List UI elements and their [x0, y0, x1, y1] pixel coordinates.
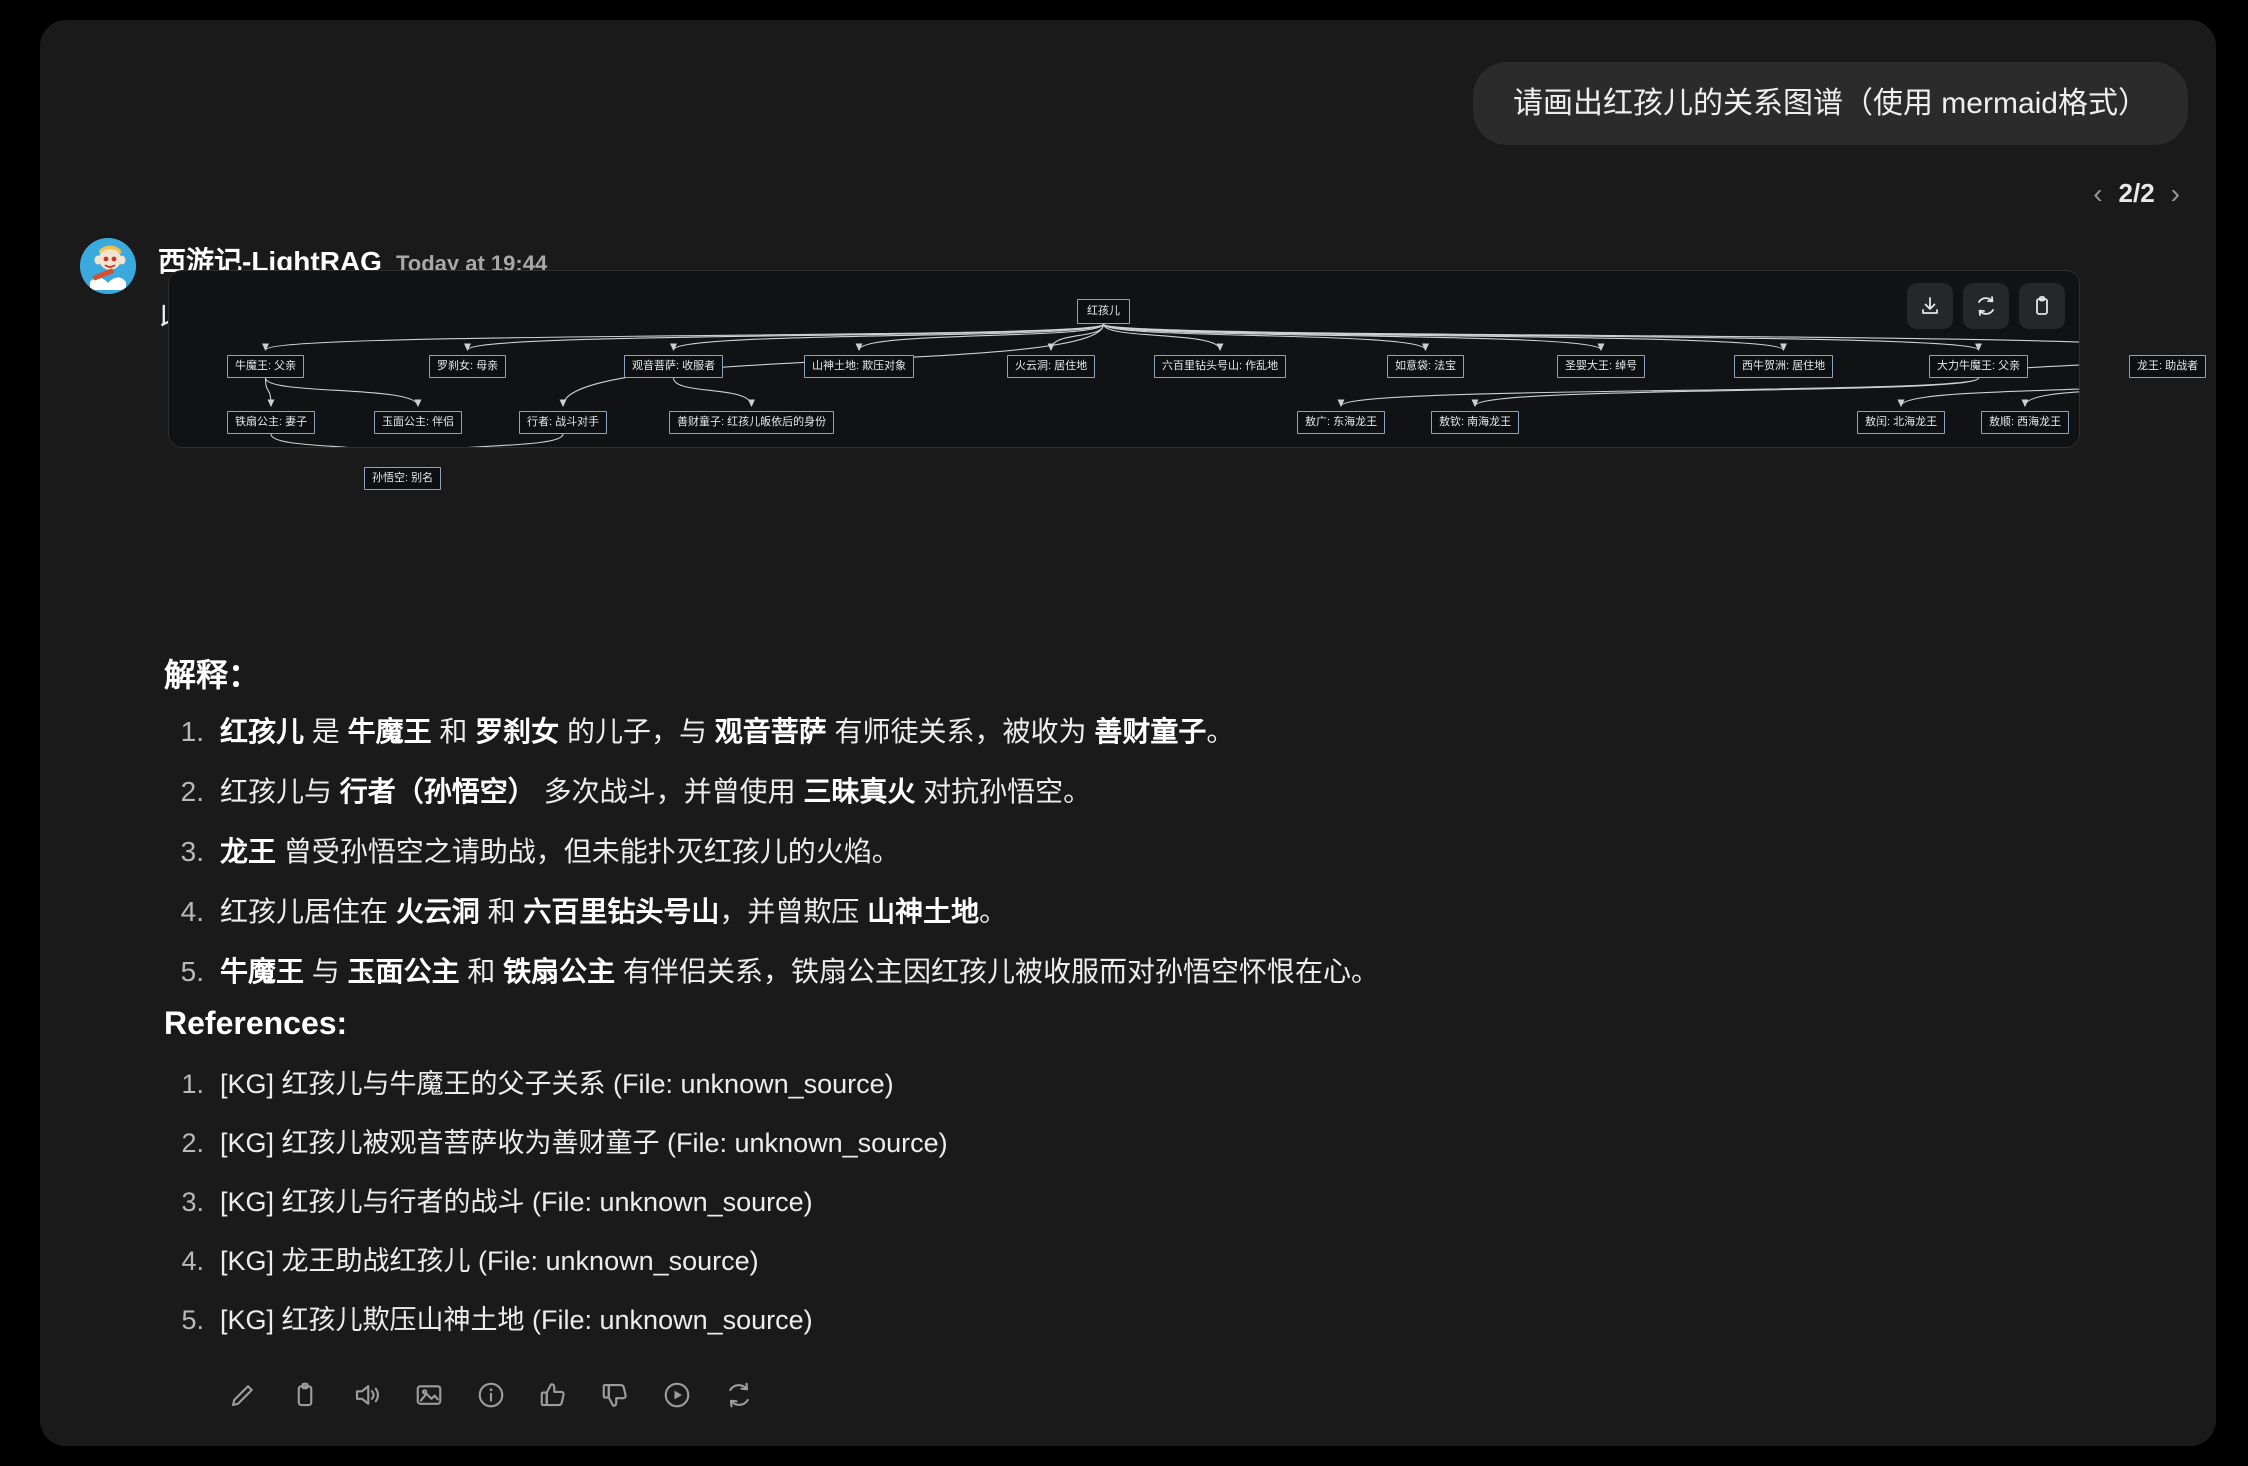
- explanation-item: 1. 红孩儿 是 牛魔王 和 罗刹女 的儿子，与 观音菩萨 有师徒关系，被收为 善…: [164, 710, 2156, 750]
- mermaid-diagram-card: 红孩儿牛魔王: 父亲 罗刹女: 母亲 观音菩萨: 收服者 山神土地: 欺压对象 火云洞:…: [168, 270, 2207, 490]
- graph-edge: [270, 433, 350, 447]
- graph-node[interactable]: 西牛贺洲: 居住地: [1734, 355, 1834, 378]
- graph-edge: [467, 433, 564, 447]
- list-marker: 5.: [181, 1305, 204, 1335]
- explanation-item: 4. 红孩儿居住在 火云洞 和 六百里钻头号山，并曾欺压 山神土地。: [164, 890, 2156, 930]
- graph-node[interactable]: 火云洞: 居住地: [1007, 355, 1096, 378]
- reference-text: [KG] 红孩儿与牛魔王的父子关系 (File: unknown_source): [220, 1069, 894, 1099]
- graph-node[interactable]: 玉面公主: 伴侣: [374, 411, 463, 434]
- explanation-text: 红孩儿与 行者（孙悟空） 多次战斗，并曾使用 三昧真火 对抗孙悟空。: [220, 776, 1092, 807]
- user-message-row: 请画出红孩儿的关系图谱（使用 mermaid格式）: [1472, 62, 2188, 145]
- explanation-title: 解释：: [164, 657, 261, 693]
- graph-edge: [1471, 377, 1980, 408]
- pagination-label: 2/2: [2118, 178, 2155, 208]
- graph-node[interactable]: 龙王: 助战者: [2129, 355, 2207, 378]
- reference-text: [KG] 龙王助战红孩儿 (File: unknown_source): [220, 1246, 759, 1276]
- graph-edge: [855, 323, 1105, 352]
- graph-edge: [264, 377, 422, 408]
- reference-text: [KG] 红孩儿欺压山神土地 (File: unknown_source): [220, 1305, 813, 1335]
- edit-icon[interactable]: [226, 1378, 260, 1412]
- explanation-text: 龙王 曾受孙悟空之请助战，但未能扑灭红孩儿的火焰。: [220, 836, 900, 867]
- speaker-icon[interactable]: [350, 1378, 384, 1412]
- graph-node[interactable]: 观音菩萨: 收服者: [624, 355, 724, 378]
- user-message-bubble: 请画出红孩儿的关系图谱（使用 mermaid格式）: [1472, 62, 2188, 145]
- copy-icon[interactable]: [2019, 283, 2065, 329]
- reference-item: 1. [KG] 红孩儿与牛魔王的父子关系 (File: unknown_sourc…: [164, 1062, 2156, 1101]
- refresh-icon[interactable]: [1963, 283, 2009, 329]
- graph-edges: [262, 323, 2079, 447]
- graph-edge: [264, 377, 275, 408]
- image-icon[interactable]: [412, 1378, 446, 1412]
- list-marker: 2.: [181, 1128, 204, 1158]
- graph-node[interactable]: 山神土地: 欺压对象: [804, 355, 915, 378]
- graph-edge: [1102, 323, 2079, 343]
- reference-item: 3. [KG] 红孩儿与行者的战斗 (File: unknown_source): [164, 1180, 2156, 1219]
- info-icon[interactable]: [474, 1378, 508, 1412]
- reference-item: 5. [KG] 红孩儿欺压山神土地 (File: unknown_source): [164, 1298, 2156, 1337]
- references-title: References:: [164, 1005, 348, 1041]
- graph-node[interactable]: 敖顺: 西海龙王: [1981, 411, 2070, 434]
- graph-node[interactable]: 善财童子: 红孩儿皈依后的身份: [669, 411, 835, 434]
- graph-edge: [1897, 388, 2079, 408]
- reference-item: 4. [KG] 龙王助战红孩儿 (File: unknown_source): [164, 1239, 2156, 1278]
- graph-edge: [1102, 323, 1787, 352]
- graph-node[interactable]: 敖钦: 南海龙王: [1431, 411, 1520, 434]
- prev-message-button[interactable]: ‹: [2093, 177, 2103, 209]
- graph-edge: [1102, 323, 1605, 352]
- graph-node[interactable]: 铁扇公主: 妻子: [227, 411, 316, 434]
- graph-node[interactable]: 如意袋: 法宝: [1387, 355, 1465, 378]
- explanation-text: 红孩儿居住在 火云洞 和 六百里钻头号山，并曾欺压 山神土地。: [220, 896, 1008, 927]
- regenerate-icon[interactable]: [722, 1378, 756, 1412]
- list-marker: 3.: [181, 1187, 204, 1217]
- next-message-button[interactable]: ›: [2170, 177, 2180, 209]
- thumbs-down-icon[interactable]: [598, 1378, 632, 1412]
- graph-node[interactable]: 孙悟空: 别名: [364, 467, 442, 490]
- message-action-bar: [226, 1378, 756, 1412]
- graph-edge: [2021, 391, 2079, 408]
- list-marker: 1.: [180, 716, 204, 747]
- reference-item: 2. [KG] 红孩儿被观音菩萨收为善财童子 (File: unknown_sou…: [164, 1121, 2156, 1160]
- list-marker: 4.: [180, 896, 204, 927]
- monkey-king-avatar: [80, 238, 136, 294]
- chat-panel: 请画出红孩儿的关系图谱（使用 mermaid格式） ‹ 2/2 ›: [40, 20, 2216, 1446]
- explanation-text: 红孩儿 是 牛魔王 和 罗刹女 的儿子，与 观音菩萨 有师徒关系，被收为 善财童…: [220, 716, 1235, 747]
- explanation-item: 5. 牛魔王 与 玉面公主 和 铁扇公主 有伴侣关系，铁扇公主因红孩儿被收服而对孙…: [164, 950, 2156, 990]
- download-icon[interactable]: [1907, 283, 1953, 329]
- play-circle-icon[interactable]: [660, 1378, 694, 1412]
- list-marker: 3.: [180, 836, 204, 867]
- diagram-toolbar: [1907, 283, 2065, 329]
- graph-node[interactable]: 罗刹女: 母亲: [429, 355, 507, 378]
- explanation-list: 1. 红孩儿 是 牛魔王 和 罗刹女 的儿子，与 观音菩萨 有师徒关系，被收为 善…: [164, 710, 2156, 1010]
- graph-edge: [1337, 377, 1980, 408]
- graph-node[interactable]: 敖广: 东海龙王: [1297, 411, 1386, 434]
- explanation-item: 2. 红孩儿与 行者（孙悟空） 多次战斗，并曾使用 三昧真火 对抗孙悟空。: [164, 770, 2156, 810]
- graph-edge: [672, 377, 755, 408]
- reference-text: [KG] 红孩儿被观音菩萨收为善财童子 (File: unknown_sourc…: [220, 1128, 948, 1158]
- graph-edge: [1102, 323, 1429, 352]
- relationship-graph: 红孩儿牛魔王: 父亲 罗刹女: 母亲 观音菩萨: 收服者 山神土地: 欺压对象 火云洞:…: [169, 271, 2207, 490]
- graph-node[interactable]: 六百里钻头号山: 作乱地: [1154, 355, 1287, 378]
- graph-edge: [464, 323, 1105, 352]
- graph-edge: [670, 323, 1105, 352]
- list-marker: 5.: [180, 956, 204, 987]
- message-pagination: ‹ 2/2 ›: [2093, 178, 2180, 209]
- reference-text: [KG] 红孩儿与行者的战斗 (File: unknown_source): [220, 1187, 813, 1217]
- copy-icon[interactable]: [288, 1378, 322, 1412]
- graph-node[interactable]: 行者: 战斗对手: [519, 411, 608, 434]
- explanation-text: 牛魔王 与 玉面公主 和 铁扇公主 有伴侣关系，铁扇公主因红孩儿被收服而对孙悟空…: [220, 956, 1379, 987]
- list-marker: 4.: [181, 1246, 204, 1276]
- explanation-item: 3. 龙王 曾受孙悟空之请助战，但未能扑灭红孩儿的火焰。: [164, 830, 2156, 870]
- graph-edge: [1102, 323, 1224, 352]
- thumbs-up-icon[interactable]: [536, 1378, 570, 1412]
- list-marker: 1.: [181, 1069, 204, 1099]
- graph-node[interactable]: 红孩儿: [1077, 299, 1130, 324]
- graph-node[interactable]: 大力牛魔王: 父亲: [1929, 355, 2029, 378]
- graph-node[interactable]: 圣婴大王: 绰号: [1557, 355, 1646, 378]
- graph-edge: [262, 323, 1105, 352]
- graph-node[interactable]: 牛魔王: 父亲: [227, 355, 305, 378]
- graph-node[interactable]: 敖闰: 北海龙王: [1857, 411, 1946, 434]
- references-list: 1. [KG] 红孩儿与牛魔王的父子关系 (File: unknown_sourc…: [164, 1062, 2156, 1357]
- list-marker: 2.: [180, 776, 204, 807]
